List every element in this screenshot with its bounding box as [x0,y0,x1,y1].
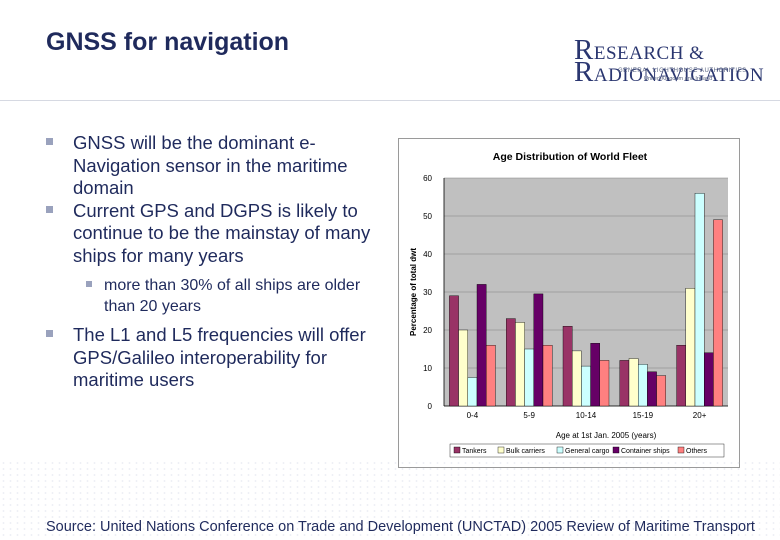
age-distribution-chart: Age Distribution of World Fleet 0 10 20 30 4… [398,138,740,468]
bullet-item: The L1 and L5 frequencies will offer GPS… [46,324,376,392]
x-axis-label: Age at 1st Jan. 2005 (years) [556,431,657,440]
x-tick-label: 15-19 [633,411,654,420]
y-axis-label: Percentage of total dwt [409,248,418,336]
bar-bulk-carriers [629,359,638,407]
bullet-marker-icon [46,206,53,213]
bar-general-cargo [468,378,477,407]
slide-title: GNSS for navigation [46,28,289,57]
bullet-item: Current GPS and DGPS is likely to contin… [46,200,376,268]
y-tick-label: 50 [423,212,432,221]
bullet-list: GNSS will be the dominant e-Navigation s… [46,132,376,392]
bar-tankers [677,345,686,406]
bar-container-ships [591,343,600,406]
logo-line-gla: GENERAL LIGHTHOUSE AUTHORITIES [618,68,747,74]
bar-tankers [449,296,458,406]
source-citation: Source: United Nations Conference on Tra… [46,519,755,535]
bar-tankers [620,360,629,406]
x-tick-label: 20+ [693,411,707,420]
rrnav-logo: RESEARCH & RADIONAVIGATION GENERAL LIGHT… [574,34,760,84]
bullet-item: GNSS will be the dominant e-Navigation s… [46,132,376,200]
x-tick-label: 0-4 [467,411,479,420]
bar-others [713,220,722,406]
legend-swatch [498,447,504,453]
legend-swatch [613,447,619,453]
bar-container-ships [477,284,486,406]
bar-others [600,360,609,406]
x-tick-label: 5-9 [523,411,535,420]
bar-others [543,345,552,406]
bar-general-cargo [695,193,704,406]
bar-tankers [563,326,572,406]
bar-container-ships [704,353,713,406]
bar-others [486,345,495,406]
chart-title: Age Distribution of World Fleet [493,151,648,163]
bar-bulk-carriers [459,330,468,406]
bullet-marker-icon [46,330,53,337]
y-tick-label: 20 [423,326,432,335]
legend-label: Others [686,448,708,455]
bar-general-cargo [638,364,647,406]
logo-line-region: United Kingdom and Ireland [644,76,712,82]
y-tick-label: 40 [423,250,432,259]
y-tick-label: 0 [428,402,433,411]
legend-label: Bulk carriers [506,448,545,455]
bar-bulk-carriers [515,322,524,406]
legend-label: General cargo [565,448,609,455]
y-tick-label: 30 [423,288,432,297]
y-tick-label: 10 [423,364,432,373]
bar-others [657,376,666,406]
bar-bulk-carriers [572,351,581,406]
title-divider [0,100,780,101]
sub-bullet-marker-icon [86,281,92,287]
bullet-marker-icon [46,138,53,145]
legend-swatch [454,447,460,453]
sub-bullet-item: more than 30% of all ships are older tha… [46,275,376,317]
y-tick-label: 60 [423,174,432,183]
bar-container-ships [647,372,656,406]
bar-container-ships [534,294,543,406]
x-tick-label: 10-14 [576,411,597,420]
legend-label: Container ships [621,448,670,455]
legend-swatch [557,447,563,453]
bar-general-cargo [581,366,590,406]
bar-bulk-carriers [686,288,695,406]
bar-general-cargo [525,349,534,406]
bar-tankers [506,319,515,406]
legend-swatch [678,447,684,453]
chart-svg: Age Distribution of World Fleet 0 10 20 30 4… [398,138,740,468]
legend-label: Tankers [462,448,487,455]
